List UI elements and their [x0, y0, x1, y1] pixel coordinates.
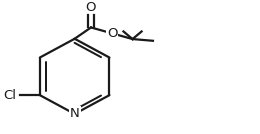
- Text: Cl: Cl: [3, 89, 16, 102]
- Text: N: N: [70, 107, 80, 120]
- Text: O: O: [86, 1, 96, 14]
- Text: O: O: [107, 27, 118, 40]
